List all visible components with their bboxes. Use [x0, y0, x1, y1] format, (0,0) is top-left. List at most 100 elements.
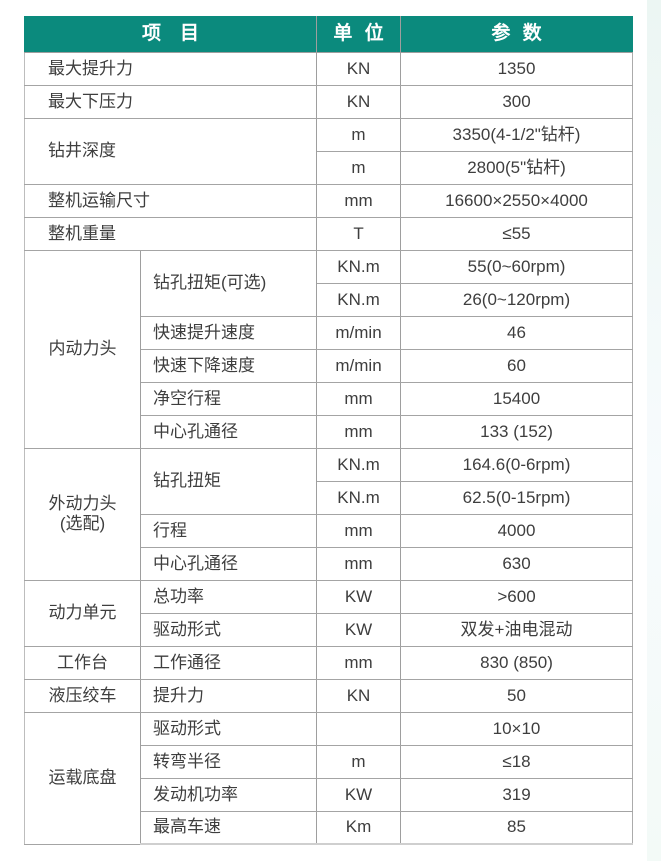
cell-param: 3350(4-1/2"钻杆) [400, 117, 634, 152]
cell-param: ≤55 [400, 216, 634, 251]
cell-param: 630 [400, 546, 634, 581]
table-row: 中心孔通径 mm 133 (152) [25, 414, 634, 449]
cell-param: >600 [400, 579, 634, 614]
cell-param: 85 [400, 810, 634, 845]
cell-group: 工作台 [24, 645, 141, 680]
table-row: KN.m 26(0~120rpm) [25, 282, 634, 317]
cell-item: 整机运输尺寸 [23, 183, 318, 218]
table-row: 整机重量 T ≤55 [23, 216, 634, 251]
cell-unit: KN [316, 84, 402, 119]
cell-param: 830 (850) [400, 645, 634, 680]
column-header-param: 参 数 [400, 16, 634, 53]
table-row: 最大下压力 KN 300 [23, 84, 634, 119]
cell-unit: KN.m [316, 282, 402, 317]
cell-group: 动力单元 [24, 579, 141, 647]
cell-param: 26(0~120rpm) [400, 282, 634, 317]
table-row: 钻井深度 m 3350(4-1/2"钻杆) [23, 117, 634, 185]
cell-sub-item: 工作通径 [139, 645, 318, 680]
cell-group: 内动力头 [24, 249, 141, 449]
table-row: m 2800(5"钻杆) [25, 150, 634, 185]
column-header-unit: 单 位 [316, 16, 402, 53]
cell-sub-item: 行程 [139, 513, 318, 548]
cell-sub-item: 总功率 [139, 579, 318, 614]
table-row: 整机运输尺寸 mm 16600×2550×4000 [23, 183, 634, 218]
cell-unit: KN [316, 678, 402, 713]
cell-sub-item: 钻孔扭矩(可选) [139, 249, 318, 317]
cell-unit: mm [316, 645, 402, 680]
cell-param: 50 [400, 678, 634, 713]
cell-sub-item: 快速提升速度 [139, 315, 318, 350]
cell-unit: m/min [316, 315, 402, 350]
cell-unit: mm [316, 414, 402, 449]
cell-param: 300 [400, 84, 634, 119]
table-row: 内动力头 钻孔扭矩(可选) KN.m 55(0~60rpm) [24, 249, 634, 449]
cell-param: 164.6(0-6rpm) [400, 447, 634, 482]
cell-param: 15400 [400, 381, 634, 416]
group-label-line2: (选配) [59, 514, 106, 533]
cell-item: 整机重量 [23, 216, 318, 251]
cell-unit: mm [316, 183, 402, 218]
cell-sub-item: 驱动形式 [139, 612, 318, 647]
cell-param: 46 [400, 315, 634, 350]
cell-unit: Km [316, 810, 402, 845]
table-row: 外动力头 (选配) 钻孔扭矩 KN.m 164.6(0-6rpm) [24, 447, 634, 581]
cell-group: 运载底盘 [24, 711, 141, 845]
cell-group: 液压绞车 [24, 678, 141, 713]
cell-unit: KW [316, 777, 402, 812]
cell-item: 最大下压力 [23, 84, 318, 119]
table-row: 净空行程 mm 15400 [25, 381, 634, 416]
cell-unit: m [316, 744, 402, 779]
table-row: 中心孔通径 mm 630 [25, 546, 634, 581]
spec-table: 项 目 单 位 参 数 最大提升力 KN 1350 最大下压力 KN 300 钻… [23, 16, 634, 845]
cell-param: 62.5(0-15rpm) [400, 480, 634, 515]
cell-sub-item: 中心孔通径 [139, 546, 318, 581]
cell-unit: KN.m [316, 480, 402, 515]
cell-unit: m [316, 150, 402, 185]
cell-unit: KN.m [316, 447, 402, 482]
cell-sub-item: 驱动形式 [139, 711, 318, 746]
table-row: 快速提升速度 m/min 46 [25, 315, 634, 350]
table-row: 转弯半径 m ≤18 [25, 744, 634, 779]
cell-unit: KW [316, 612, 402, 647]
decorative-side-strip [647, 0, 661, 861]
table-row: 行程 mm 4000 [25, 513, 634, 548]
table-row: 驱动形式 KW 双发+油电混动 [25, 612, 634, 647]
cell-sub-item: 钻孔扭矩 [139, 447, 318, 515]
cell-unit: mm [316, 513, 402, 548]
cell-group: 外动力头 (选配) [24, 447, 141, 581]
cell-sub-item: 最高车速 [139, 810, 318, 845]
table-row: 最高车速 Km 85 [25, 810, 634, 845]
table-row: 工作台 工作通径 mm 830 (850) [24, 645, 634, 680]
cell-unit: KN.m [316, 249, 402, 284]
group-label-line1: 外动力头 [48, 494, 117, 514]
cell-param: 双发+油电混动 [400, 612, 634, 647]
cell-param: 2800(5"钻杆) [400, 150, 634, 185]
table-row: 动力单元 总功率 KW >600 [24, 579, 634, 647]
table-row: 快速下降速度 m/min 60 [25, 348, 634, 383]
cell-param: 10×10 [400, 711, 634, 746]
cell-unit: mm [316, 381, 402, 416]
table-row: 运载底盘 驱动形式 10×10 [24, 711, 634, 845]
table-row: 发动机功率 KW 319 [25, 777, 634, 812]
table-header-row: 项 目 单 位 参 数 [23, 16, 634, 53]
cell-param: 1350 [400, 51, 634, 86]
cell-sub-item: 提升力 [139, 678, 318, 713]
cell-unit: m/min [316, 348, 402, 383]
cell-unit: KW [316, 579, 402, 614]
cell-sub-item: 净空行程 [139, 381, 318, 416]
cell-param: 55(0~60rpm) [400, 249, 634, 284]
cell-item: 最大提升力 [23, 51, 318, 86]
cell-param: 16600×2550×4000 [400, 183, 634, 218]
cell-item: 钻井深度 [23, 117, 318, 185]
cell-unit [316, 711, 402, 746]
cell-param: 319 [400, 777, 634, 812]
cell-sub-item: 快速下降速度 [139, 348, 318, 383]
cell-param: 60 [400, 348, 634, 383]
table-row: 最大提升力 KN 1350 [23, 51, 634, 86]
cell-unit: KN [316, 51, 402, 86]
cell-unit: mm [316, 546, 402, 581]
cell-sub-item: 中心孔通径 [139, 414, 318, 449]
cell-param: ≤18 [400, 744, 634, 779]
column-header-item: 项 目 [23, 16, 318, 53]
